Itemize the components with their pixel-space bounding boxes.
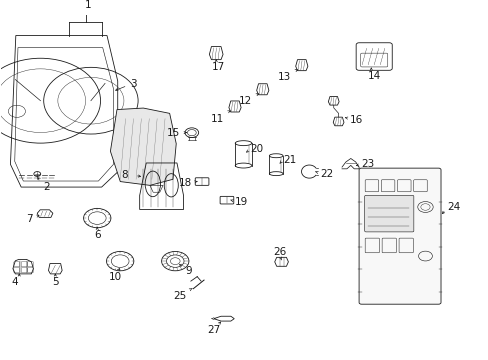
- Text: 17: 17: [211, 62, 224, 72]
- Polygon shape: [110, 108, 176, 185]
- Text: 13: 13: [277, 72, 290, 82]
- Text: 20: 20: [250, 144, 263, 153]
- Text: 9: 9: [184, 266, 191, 276]
- Text: 10: 10: [108, 272, 122, 282]
- Text: 12: 12: [238, 96, 251, 107]
- Text: 19: 19: [234, 197, 247, 207]
- Text: 5: 5: [52, 277, 59, 287]
- FancyBboxPatch shape: [358, 168, 440, 304]
- Text: 14: 14: [367, 71, 380, 81]
- Text: 27: 27: [207, 325, 220, 335]
- Text: 16: 16: [348, 115, 362, 125]
- Text: 4: 4: [11, 277, 18, 287]
- Text: 24: 24: [447, 202, 460, 212]
- Text: 21: 21: [283, 154, 296, 165]
- Text: 26: 26: [272, 247, 285, 257]
- Text: 8: 8: [121, 170, 127, 180]
- Text: 6: 6: [94, 230, 101, 240]
- Text: 23: 23: [361, 159, 374, 168]
- Text: 2: 2: [43, 181, 50, 192]
- Text: 18: 18: [178, 178, 191, 188]
- Text: 22: 22: [320, 169, 333, 179]
- Text: 1: 1: [84, 0, 91, 10]
- Text: 3: 3: [130, 79, 136, 89]
- FancyBboxPatch shape: [364, 195, 413, 232]
- Text: 25: 25: [173, 291, 186, 301]
- Text: 7: 7: [26, 214, 32, 224]
- Text: 15: 15: [166, 128, 180, 138]
- Text: 11: 11: [210, 114, 224, 124]
